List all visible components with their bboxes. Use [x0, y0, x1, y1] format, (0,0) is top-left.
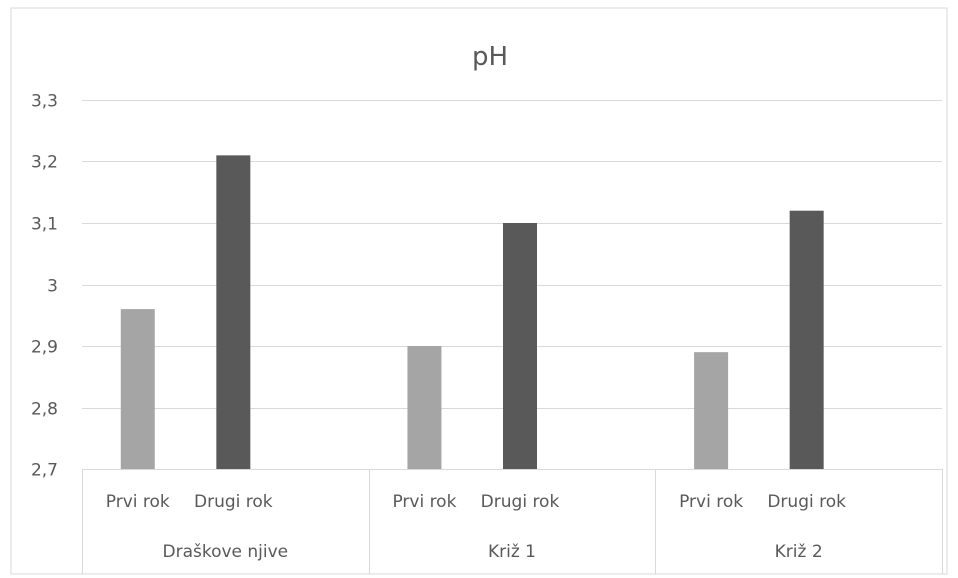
y-tick-label: 2,7: [31, 461, 58, 481]
x-tick-label: Prvi rok: [679, 492, 743, 512]
x-group-label: Križ 2: [775, 542, 823, 562]
y-tick-label: 2,8: [31, 400, 58, 420]
x-axis: Prvi rok Drugi rok Draškove njive Prvi rok D…: [82, 469, 943, 574]
x-group-label: Draškove njive: [162, 542, 288, 562]
y-tick-label: 3: [47, 277, 58, 297]
x-tick-label: Drugi rok: [194, 492, 273, 512]
x-tick-label: Prvi rok: [106, 492, 170, 512]
bars: [120, 155, 824, 469]
y-tick-label: 3,1: [31, 215, 58, 235]
x-group-label: Križ 1: [488, 542, 536, 562]
x-tick-label: Drugi rok: [767, 492, 846, 512]
x-tick-label: Drugi rok: [481, 492, 560, 512]
bar-drugi-rok: [789, 210, 824, 469]
y-tick-label: 2,9: [31, 338, 58, 358]
x-tick-label: Prvi rok: [392, 492, 456, 512]
bar-drugi-rok: [503, 223, 537, 469]
bar-prvi-rok: [120, 309, 155, 469]
y-tick-label: 3,2: [31, 153, 58, 173]
bar-drugi-rok: [216, 155, 251, 469]
bar-prvi-rok: [694, 352, 729, 469]
y-axis-ticks: 2,7 2,8 2,9 3 3,1 3,2 3,3: [31, 92, 58, 481]
chart-title: pH: [472, 42, 508, 72]
y-tick-label: 3,3: [31, 92, 58, 112]
bar-prvi-rok: [407, 346, 442, 469]
